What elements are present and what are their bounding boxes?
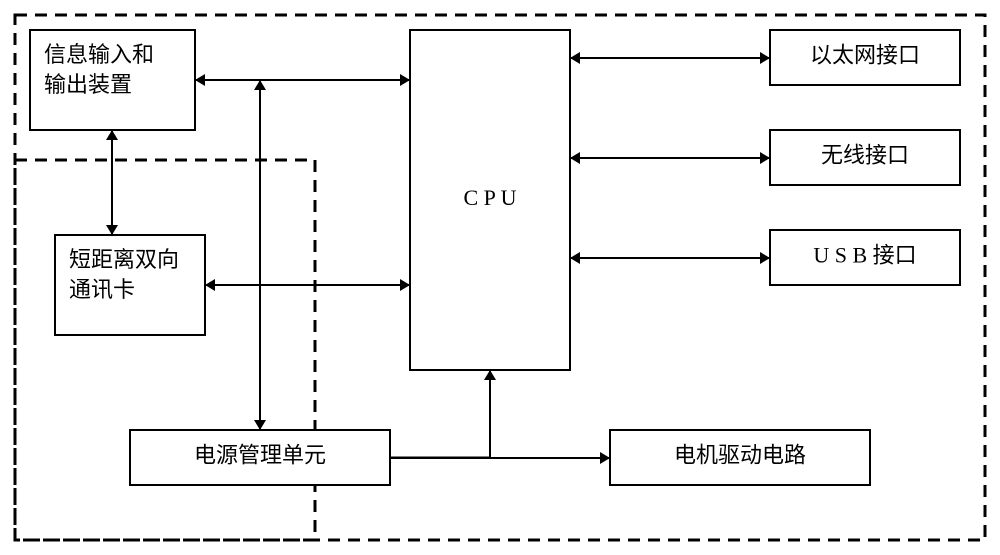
label-cpu-0: C P U	[464, 185, 517, 210]
conn-io-cpu	[195, 74, 410, 86]
box-usb: U S B 接口	[770, 230, 960, 285]
label-comm_card-0: 短距离双向	[69, 247, 179, 272]
conn-cpu-usb	[570, 252, 770, 264]
conn-io-comm	[106, 130, 118, 235]
conn-comm-cpu	[205, 279, 410, 291]
box-io_device: 信息输入和输出装置	[30, 30, 195, 130]
box-motor_drive: 电机驱动电路	[610, 430, 870, 485]
label-io_device-1: 输出装置	[44, 72, 132, 97]
box-ethernet: 以太网接口	[770, 30, 960, 85]
conn-cpu-eth	[570, 52, 770, 64]
box-wireless: 无线接口	[770, 130, 960, 185]
box-comm_card: 短距离双向通讯卡	[55, 235, 205, 335]
label-io_device-0: 信息输入和	[44, 42, 154, 67]
label-power_mgmt-0: 电源管理单元	[194, 443, 326, 468]
label-motor_drive-0: 电机驱动电路	[674, 443, 806, 468]
conn-cpu-wireless	[570, 152, 770, 164]
label-wireless-0: 无线接口	[821, 143, 909, 168]
conn-pwr-motor	[390, 452, 610, 464]
label-ethernet-0: 以太网接口	[810, 43, 920, 68]
box-power_mgmt: 电源管理单元	[130, 430, 390, 485]
box-cpu: C P U	[410, 30, 570, 370]
label-usb-0: U S B 接口	[813, 243, 916, 268]
conn-pwr-cpu	[390, 370, 496, 458]
label-comm_card-1: 通讯卡	[69, 277, 135, 302]
conn-pwr-up	[254, 80, 266, 430]
boxes-layer: 信息输入和输出装置短距离双向通讯卡 C P U 以太网接口无线接口 U S B 接口电…	[30, 30, 960, 485]
